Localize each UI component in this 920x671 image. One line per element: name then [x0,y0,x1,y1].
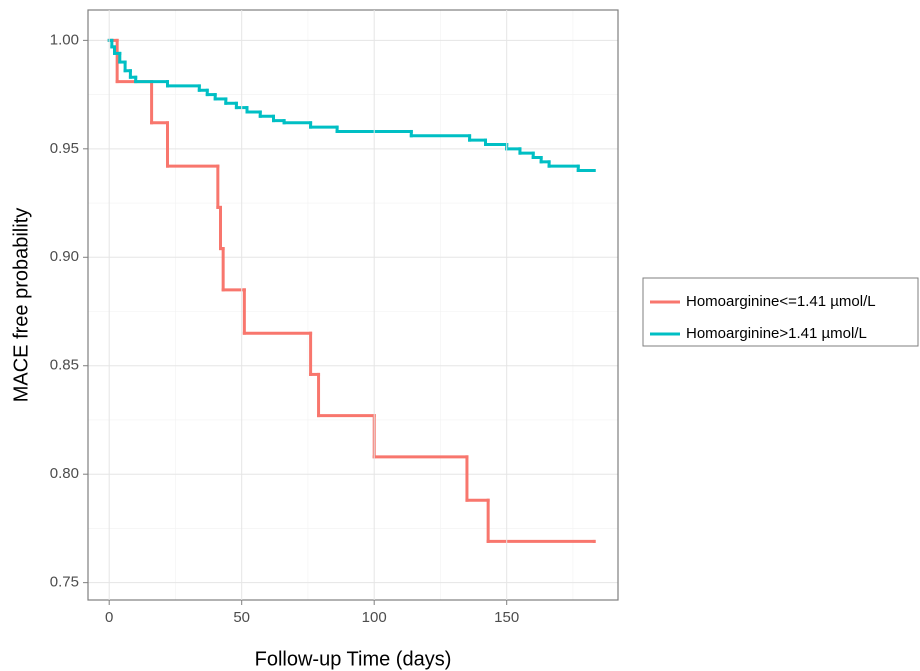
legend-label: Homoarginine>1.41 µmol/L [686,325,867,342]
y-tick-label: 0.85 [50,357,79,374]
x-tick-label: 100 [362,609,387,626]
y-tick-label: 1.00 [50,31,79,48]
x-tick-label: 150 [494,609,519,626]
plot-border [87,9,619,601]
x-tick-label: 50 [233,609,250,626]
x-axis-title: Follow-up Time (days) [255,648,452,670]
y-tick-label: 0.75 [50,574,79,591]
x-tick-label: 0 [105,609,113,626]
y-tick-label: 0.95 [50,140,79,157]
plot-panel [88,10,618,600]
legend-box [642,277,919,347]
y-tick-label: 0.90 [50,248,79,265]
y-axis-title: MACE free probability [10,208,32,403]
legend-label: Homoarginine<=1.41 µmol/L [686,293,876,310]
y-tick-label: 0.80 [50,465,79,482]
